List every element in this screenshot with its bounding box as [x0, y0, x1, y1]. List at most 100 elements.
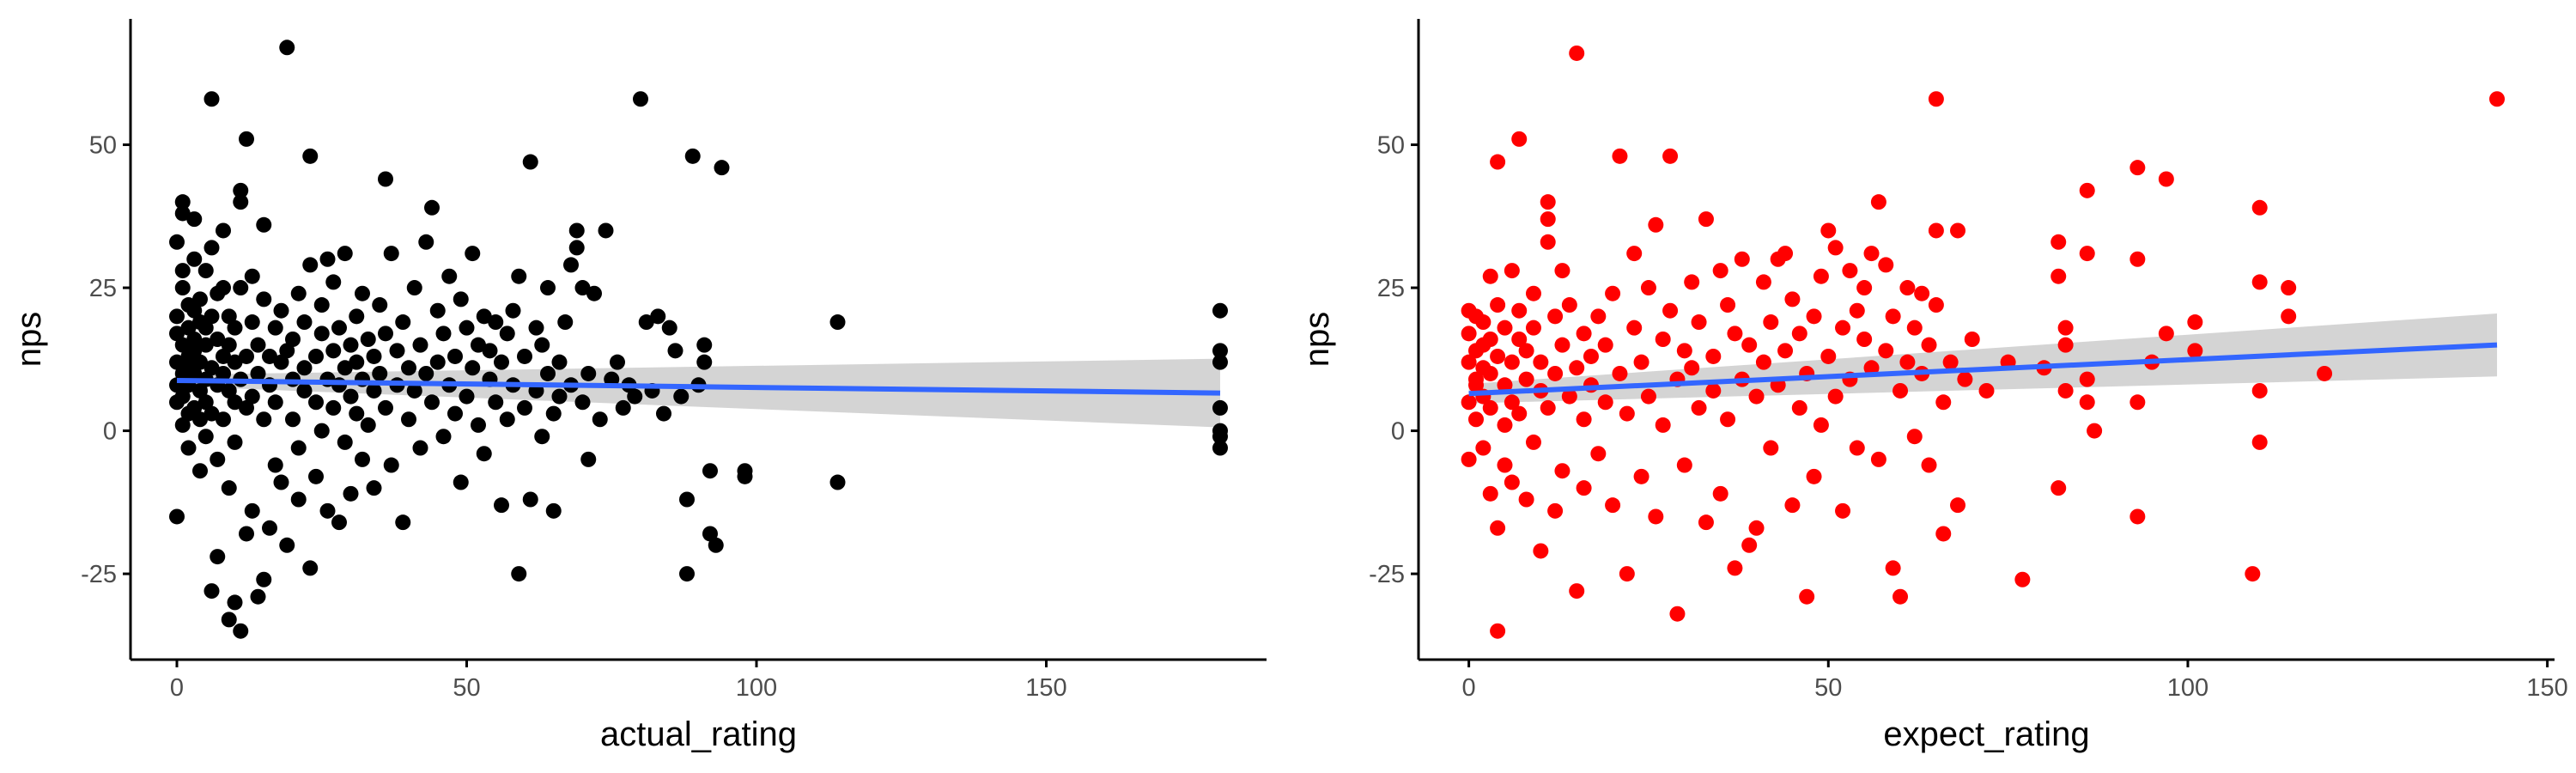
- data-point: [267, 457, 283, 473]
- data-point: [1212, 440, 1228, 456]
- data-point: [1525, 434, 1541, 450]
- data-point: [1633, 354, 1649, 370]
- data-point: [1712, 263, 1728, 279]
- data-point: [517, 399, 532, 416]
- data-point: [737, 468, 753, 484]
- data-point: [1662, 302, 1679, 319]
- data-point: [372, 297, 388, 313]
- data-point: [476, 308, 492, 325]
- panel-actual-rating: 0 50 100 150 -25 0 25 50 actual_rating nps: [10, 19, 1267, 753]
- data-point: [1626, 246, 1643, 262]
- data-point: [1511, 131, 1528, 147]
- data-point: [1518, 371, 1534, 387]
- data-point: [1863, 246, 1880, 262]
- data-point: [610, 354, 625, 370]
- data-point: [366, 382, 382, 399]
- data-point: [169, 308, 185, 325]
- data-point: [313, 326, 330, 342]
- y-axis-title: nps: [10, 312, 48, 368]
- data-point: [1820, 348, 1837, 364]
- data-point: [1906, 320, 1923, 336]
- data-point: [221, 308, 237, 325]
- data-point: [1497, 377, 1513, 393]
- data-point: [2281, 308, 2297, 325]
- data-point: [210, 451, 226, 467]
- x-axis-title: expect_rating: [1883, 715, 2089, 753]
- data-point: [186, 332, 203, 347]
- data-point: [239, 348, 254, 364]
- data-point: [378, 399, 393, 416]
- data-point: [186, 343, 203, 359]
- data-point: [233, 623, 249, 639]
- data-point: [1784, 497, 1801, 514]
- data-point: [447, 348, 463, 364]
- data-point: [1490, 348, 1506, 364]
- data-point: [355, 285, 370, 301]
- data-point: [1863, 360, 1880, 376]
- data-point: [540, 365, 556, 381]
- data-point: [2050, 480, 2067, 496]
- data-point: [319, 502, 336, 519]
- data-point: [1511, 405, 1528, 422]
- data-point: [1705, 382, 1722, 399]
- data-point: [227, 394, 243, 411]
- y-tick-label: 50: [89, 132, 117, 160]
- data-point: [1212, 354, 1228, 370]
- data-point: [169, 354, 185, 370]
- data-point: [1928, 222, 1944, 239]
- x-axis-title: actual_rating: [600, 715, 797, 753]
- data-point: [494, 354, 509, 370]
- data-point: [1899, 354, 1916, 370]
- data-point: [476, 446, 492, 462]
- data-point: [186, 251, 203, 267]
- data-point: [325, 274, 342, 290]
- x-tick-label: 150: [1025, 674, 1066, 702]
- data-point: [1741, 537, 1758, 553]
- x-tick-label: 150: [2526, 674, 2567, 702]
- data-point: [534, 429, 550, 445]
- data-point: [580, 365, 597, 381]
- data-point: [197, 263, 214, 279]
- data-point: [429, 302, 446, 319]
- data-point: [1540, 194, 1556, 210]
- data-point: [679, 491, 695, 508]
- data-point: [471, 417, 486, 433]
- data-point: [1885, 560, 1901, 576]
- data-point: [2087, 423, 2103, 439]
- data-point: [1935, 394, 1952, 411]
- data-point: [1482, 332, 1498, 347]
- data-point: [488, 314, 504, 331]
- y-tick-label: 25: [1377, 275, 1405, 302]
- data-point: [482, 343, 498, 359]
- data-point: [2129, 160, 2146, 176]
- trend-line: [176, 377, 1221, 396]
- data-point: [656, 405, 671, 422]
- data-point: [244, 314, 260, 331]
- data-point: [471, 337, 486, 353]
- data-point: [2057, 382, 2074, 399]
- data-point: [424, 394, 440, 411]
- data-point: [465, 360, 481, 376]
- data-point: [829, 314, 846, 331]
- data-point: [2014, 571, 2031, 587]
- data-point: [2079, 246, 2095, 262]
- data-point: [1655, 332, 1671, 347]
- data-point: [1490, 520, 1506, 536]
- data-point: [1640, 388, 1656, 405]
- data-point: [1921, 457, 1937, 473]
- data-point: [1784, 291, 1801, 307]
- data-point: [1978, 382, 1995, 399]
- data-point: [1777, 343, 1794, 359]
- data-point: [233, 194, 249, 210]
- data-point: [1212, 343, 1228, 359]
- data-point: [1921, 337, 1937, 353]
- data-point: [1533, 354, 1549, 370]
- y-ticks: -25 0 25 50: [81, 132, 131, 588]
- data-point: [355, 451, 370, 467]
- data-point: [447, 405, 463, 422]
- data-point: [1813, 417, 1829, 433]
- data-point: [216, 411, 231, 428]
- data-point: [337, 434, 353, 450]
- data-point: [1490, 154, 1506, 170]
